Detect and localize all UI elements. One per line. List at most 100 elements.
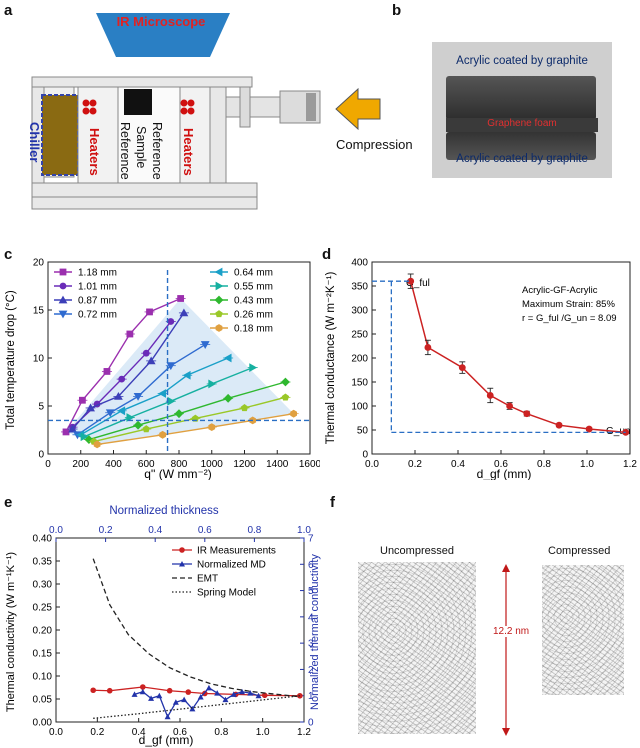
- heater-dot: [89, 99, 97, 107]
- y-tick-label: 10: [33, 354, 45, 365]
- data-point: [523, 410, 531, 418]
- y-tick-label: 0.30: [33, 580, 53, 591]
- chart-e-ylabel: Thermal conductivity (W m⁻¹K⁻¹): [5, 552, 17, 712]
- md-point: [148, 695, 155, 701]
- piston-rod: [225, 96, 289, 118]
- data-point: [486, 392, 494, 399]
- data-point: [249, 363, 258, 372]
- legend-marker: [179, 561, 185, 567]
- legend-label: 1.01 mm: [78, 282, 117, 293]
- data-point: [208, 379, 217, 389]
- y-tick-label: 0.20: [33, 626, 53, 637]
- data-point: [142, 349, 150, 357]
- heater-dot: [82, 107, 90, 115]
- top-x-tick-label: 0.8: [247, 525, 261, 536]
- data-point: [555, 421, 563, 429]
- frame-right: [209, 86, 227, 198]
- right-y-tick-label: 3: [308, 639, 314, 650]
- md-point: [181, 696, 188, 703]
- md-point: [255, 692, 262, 699]
- data-point: [174, 409, 184, 419]
- top-x-tick-label: 0.0: [49, 525, 63, 536]
- right-y-tick-label: 0: [308, 718, 314, 729]
- x-tick-label: 1000: [201, 459, 224, 470]
- scale-bar: [502, 564, 510, 736]
- md-point: [197, 694, 204, 700]
- data-point: [93, 440, 101, 449]
- md-point: [214, 690, 221, 696]
- data-point: [133, 420, 143, 430]
- series-line: [93, 695, 300, 719]
- legend-label: 0.18 mm: [234, 324, 273, 335]
- heater-dot: [187, 99, 195, 107]
- legend-label: 0.43 mm: [234, 296, 273, 307]
- data-point: [86, 403, 95, 412]
- heater-dot: [187, 107, 195, 115]
- data-point: [80, 432, 89, 442]
- x-tick-label: 0.8: [537, 459, 551, 470]
- x-tick-label: 600: [138, 459, 155, 470]
- x-tick-label: 0.4: [451, 459, 465, 470]
- data-point: [506, 402, 513, 410]
- chart-c-xlabel: q'' (W mm⁻²): [144, 467, 212, 480]
- legend-label: 0.72 mm: [78, 310, 117, 321]
- legend-label: Spring Model: [197, 588, 256, 599]
- photo-top-label: Acrylic coated by graphite: [456, 55, 588, 67]
- chart-d-ylabel: Thermal conductance (W m⁻²K⁻¹): [325, 272, 337, 445]
- scale-label: 12.2 nm: [493, 626, 530, 637]
- uncompressed-label: Uncompressed: [380, 545, 454, 557]
- chart-d-annot-material: Acrylic-GF-Acrylic: [522, 285, 598, 296]
- x-tick-label: 0: [45, 459, 51, 470]
- x-tick-label: 800: [171, 459, 188, 470]
- data-point: [424, 344, 432, 351]
- panel-b-label: b: [392, 2, 402, 19]
- legend-marker: [215, 281, 224, 291]
- ir-point: [297, 692, 303, 699]
- data-point: [146, 308, 153, 316]
- data-point: [158, 389, 167, 398]
- data-point: [78, 396, 86, 404]
- panel-a-label: a: [4, 2, 13, 19]
- data-point: [458, 364, 466, 371]
- data-point: [103, 368, 111, 375]
- data-point: [200, 341, 210, 349]
- graphene-foam-layer: [446, 118, 598, 132]
- panel-e-label: e: [4, 494, 13, 511]
- chart-c: Total temperature drop (°C) q'' (W mm⁻²)…: [5, 258, 320, 481]
- y-tick-label: 100: [351, 402, 368, 413]
- panel-c-label: c: [4, 246, 13, 263]
- md-point: [205, 684, 212, 691]
- legend-marker: [214, 267, 223, 277]
- md-point: [230, 691, 237, 697]
- data-point: [179, 308, 189, 317]
- x-tick-label: 1400: [266, 459, 289, 470]
- heater-dot: [82, 99, 90, 107]
- md-point: [239, 688, 245, 695]
- chart-c-ylabel: Total temperature drop (°C): [5, 290, 17, 430]
- x-tick-label: 0.0: [49, 727, 63, 738]
- data-point: [117, 406, 126, 416]
- top-x-tick-label: 0.6: [198, 525, 212, 536]
- chart-d-annot-strain: Maximum Strain: 85%: [522, 299, 615, 310]
- legend-marker: [58, 310, 68, 319]
- data-point: [290, 409, 298, 418]
- right-y-tick-label: 7: [308, 534, 314, 545]
- sample-dark: [124, 89, 152, 115]
- md-point: [156, 692, 163, 699]
- y-tick-label: 250: [351, 330, 368, 341]
- x-tick-label: 1.2: [623, 459, 637, 470]
- data-point: [223, 393, 233, 403]
- data-point: [177, 295, 185, 302]
- legend-marker: [58, 295, 68, 304]
- top-x-tick-label: 1.0: [297, 525, 311, 536]
- y-tick-label: 0.25: [33, 603, 53, 614]
- right-y-tick-label: 6: [308, 560, 314, 571]
- x-tick-label: 0.2: [90, 727, 104, 738]
- right-y-tick-label: 4: [308, 612, 314, 623]
- data-point: [208, 423, 216, 432]
- data-point: [159, 430, 167, 439]
- ir-point: [106, 687, 113, 694]
- acrylic-top-layer: [446, 76, 596, 120]
- frame-bottom: [31, 196, 258, 210]
- x-tick-label: 1.2: [297, 727, 311, 738]
